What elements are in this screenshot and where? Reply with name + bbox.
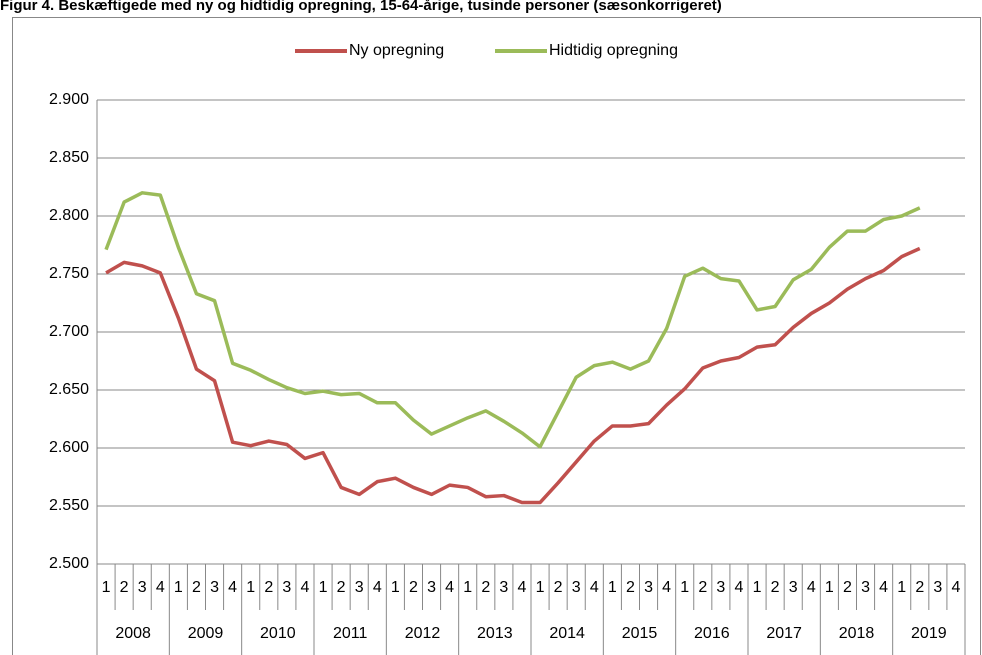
x-tick-label: 3 (789, 579, 798, 596)
x-tick-label: 4 (662, 579, 671, 596)
x-tick-label: 1 (174, 579, 183, 596)
x-tick-label: 3 (644, 579, 653, 596)
x-tick-label: 3 (210, 579, 219, 596)
x-tick-label: 1 (753, 579, 762, 596)
x-group-label: 2013 (477, 625, 513, 642)
x-tick-label: 1 (391, 579, 400, 596)
x-tick-label: 3 (716, 579, 725, 596)
x-tick-label: 1 (897, 579, 906, 596)
x-group-label: 2015 (622, 625, 658, 642)
x-tick-label: 4 (373, 579, 382, 596)
x-tick-label: 1 (463, 579, 472, 596)
y-tick-label: 2.600 (49, 439, 89, 456)
y-tick-label: 2.750 (49, 265, 89, 282)
x-tick-label: 1 (608, 579, 617, 596)
x-tick-label: 2 (120, 579, 129, 596)
y-tick-label: 2.900 (49, 91, 89, 108)
x-tick-label: 1 (102, 579, 111, 596)
x-group-label: 2016 (694, 625, 730, 642)
x-tick-label: 4 (445, 579, 454, 596)
x-tick-label: 3 (572, 579, 581, 596)
x-tick-label: 2 (264, 579, 273, 596)
x-tick-label: 3 (933, 579, 942, 596)
x-group-label: 2017 (766, 625, 802, 642)
x-tick-label: 1 (680, 579, 689, 596)
chart-frame (12, 17, 981, 655)
x-group-label: 2010 (260, 625, 296, 642)
x-tick-label: 3 (861, 579, 870, 596)
x-tick-label: 2 (771, 579, 780, 596)
line-series (104, 191, 921, 449)
x-tick-label: 3 (355, 579, 364, 596)
x-tick-label: 1 (825, 579, 834, 596)
x-group-label: 2009 (188, 625, 224, 642)
chart-title: Figur 4. Beskæftigede med ny og hidtidig… (0, 0, 722, 14)
x-tick-label: 2 (626, 579, 635, 596)
x-group-label: 2014 (549, 625, 585, 642)
y-tick-label: 2.800 (49, 207, 89, 224)
y-tick-label: 2.700 (49, 323, 89, 340)
x-tick-label: 4 (301, 579, 310, 596)
x-group-label: 2008 (115, 625, 151, 642)
y-tick-label: 2.500 (49, 555, 89, 572)
x-group-label: 2018 (839, 625, 875, 642)
x-tick-label: 1 (536, 579, 545, 596)
y-tick-label: 2.550 (49, 497, 89, 514)
x-group-label: 2011 (333, 625, 368, 642)
legend-label: Hidtidig opregning (549, 42, 678, 59)
legend-label: Ny opregning (349, 42, 444, 59)
x-tick-label: 3 (282, 579, 291, 596)
x-tick-label: 4 (879, 579, 888, 596)
x-tick-label: 4 (518, 579, 527, 596)
x-tick-label: 2 (698, 579, 707, 596)
x-tick-label: 2 (337, 579, 346, 596)
x-tick-label: 3 (138, 579, 147, 596)
x-group-label: 2019 (911, 625, 947, 642)
x-tick-label: 2 (481, 579, 490, 596)
x-tick-label: 3 (427, 579, 436, 596)
x-tick-label: 1 (246, 579, 255, 596)
y-tick-label: 2.850 (49, 149, 89, 166)
x-tick-label: 4 (807, 579, 816, 596)
x-group-label: 2012 (405, 625, 441, 642)
x-tick-label: 2 (843, 579, 852, 596)
x-tick-label: 2 (915, 579, 924, 596)
x-tick-label: 4 (735, 579, 744, 596)
x-tick-label: 2 (409, 579, 418, 596)
x-tick-label: 4 (590, 579, 599, 596)
x-tick-label: 4 (228, 579, 237, 596)
y-tick-label: 2.650 (49, 381, 89, 398)
x-tick-label: 4 (952, 579, 961, 596)
x-tick-label: 4 (156, 579, 165, 596)
x-tick-label: 1 (319, 579, 328, 596)
x-tick-label: 2 (192, 579, 201, 596)
line-series (105, 246, 921, 505)
x-tick-label: 3 (499, 579, 508, 596)
x-tick-label: 2 (554, 579, 563, 596)
